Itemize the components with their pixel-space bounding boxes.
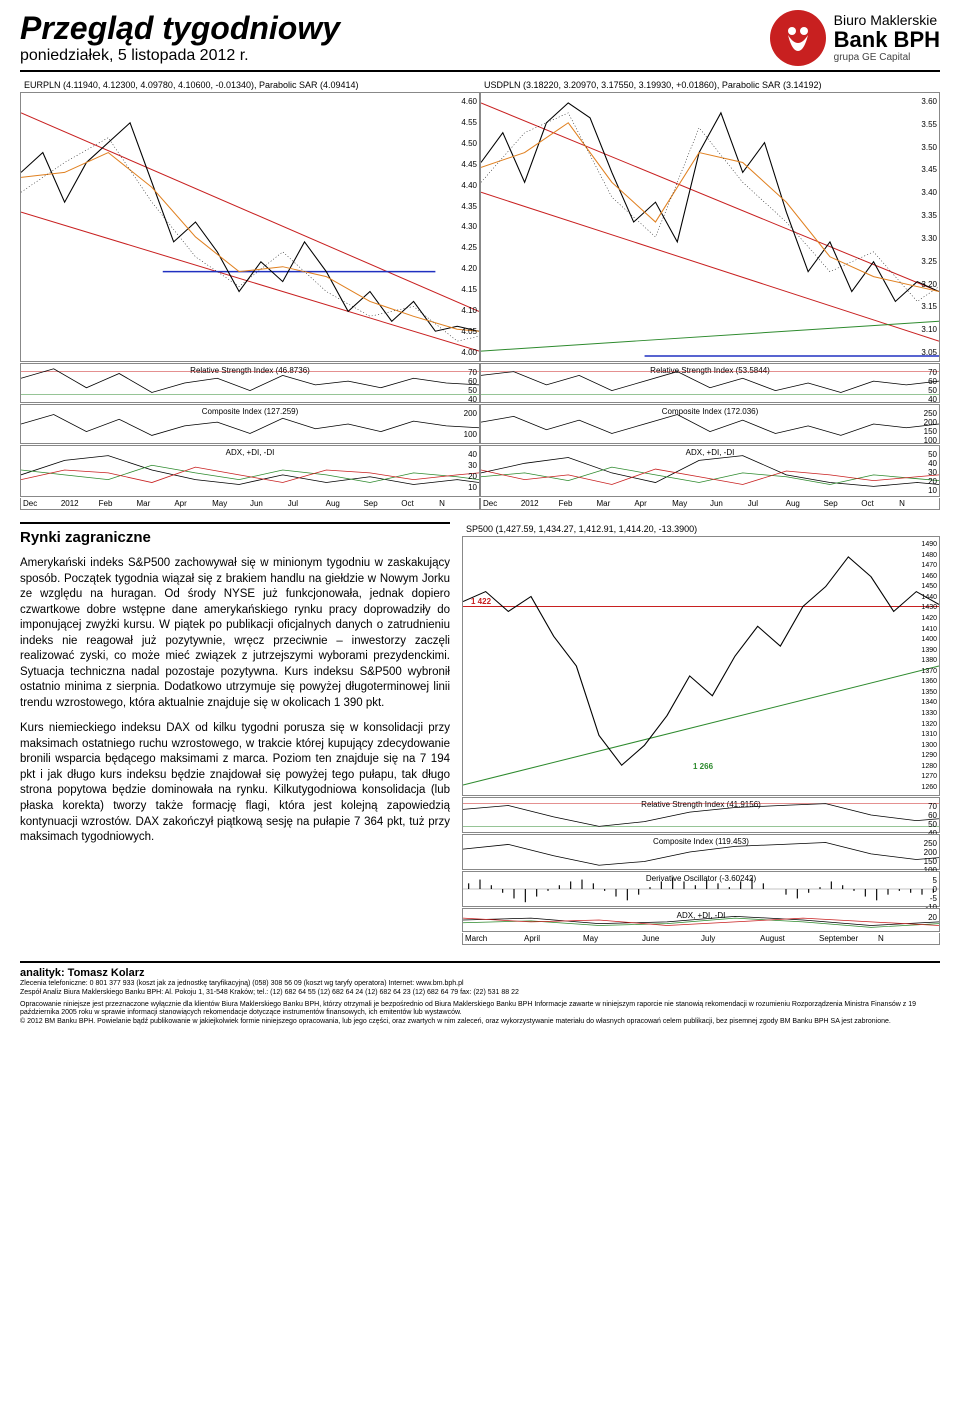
footer-line3: Opracowanie niniejsze jest przeznaczone … [20, 1001, 940, 1018]
sp500-do-chart: Derivative Oscillator (-3.60242) [462, 871, 940, 907]
sp500-price-chart: 1 422 1 266 1490 1480 1470 1460 1450 144… [462, 536, 940, 796]
usdpln-rsi-chart: Relative Strength Index (53.5844) 70 60 … [480, 363, 940, 403]
sp500-yticks: 1490 1480 1470 1460 1450 1440 1430 1420 … [921, 537, 937, 795]
sp500-adx-ticks: 20 [928, 909, 937, 931]
logo-line1: Biuro Maklerskie [834, 13, 940, 28]
page-header: Przegląd tygodniowy poniedziałek, 5 list… [20, 10, 940, 72]
logo-text: Biuro Maklerskie Bank BPH grupa GE Capit… [834, 13, 940, 64]
article-p1: Amerykański indeks S&P500 zachowywał się… [20, 556, 450, 711]
page-title: Przegląd tygodniowy [20, 10, 340, 47]
eurpln-header: EURPLN (4.11940, 4.12300, 4.09780, 4.106… [20, 78, 480, 92]
article-p2: Kurs niemieckiego indeksu DAX od kilku t… [20, 721, 450, 845]
sp500-adx-chart: ADX, +DI, -DI 20 [462, 908, 940, 932]
sp500-rsi-ticks: 70 60 50 40 30 [928, 798, 937, 832]
sp500-header: SP500 (1,427.59, 1,434.27, 1,412.91, 1,4… [462, 522, 940, 536]
sp500-ci-chart: Composite Index (119.453) 250 200 150 10… [462, 834, 940, 870]
logo-bank: Bank BPH [834, 28, 940, 52]
sp500-months: March April May June July August Septemb… [462, 933, 940, 945]
eurpln-yticks: 4.60 4.55 4.50 4.45 4.40 4.35 4.30 4.25 … [461, 93, 477, 361]
logo-icon [770, 10, 826, 66]
usdpln-price-chart: 3.60 3.55 3.50 3.45 3.40 3.35 3.30 3.25 … [480, 92, 940, 362]
footer-line1: Zlecenia telefoniczne: 0 801 377 933 (ko… [20, 980, 940, 988]
usdpln-adx-ticks: 50 40 30 20 10 [928, 446, 937, 496]
usdpln-column: USDPLN (3.18220, 3.20970, 3.17550, 3.199… [480, 78, 940, 510]
eurpln-price-chart: 4.60 4.55 4.50 4.45 4.40 4.35 4.30 4.25 … [20, 92, 480, 362]
sp500-column: SP500 (1,427.59, 1,434.27, 1,412.91, 1,4… [462, 522, 940, 945]
eurpln-months: Dec 2012 Feb Mar Apr May Jun Jul Aug Sep… [20, 498, 480, 510]
footer-line2: Zespół Analiz Biura Maklerskiego Banku B… [20, 989, 940, 997]
sp500-do-ticks: 5 0 -5 -10 [925, 872, 937, 906]
usdpln-months: Dec 2012 Feb Mar Apr May Jun Jul Aug Sep… [480, 498, 940, 510]
usdpln-header: USDPLN (3.18220, 3.20970, 3.17550, 3.199… [480, 78, 940, 92]
usdpln-ci-chart: Composite Index (172.036) 250 200 150 10… [480, 404, 940, 444]
sp500-rsi-chart: Relative Strength Index (41.9156) 70 60 … [462, 797, 940, 833]
page-footer: analityk: Tomasz Kolarz Zlecenia telefon… [20, 961, 940, 1026]
top-charts-row: EURPLN (4.11940, 4.12300, 4.09780, 4.106… [20, 78, 940, 510]
logo-sub: grupa GE Capital [834, 52, 940, 63]
usdpln-adx-chart: ADX, +DI, -DI 50 40 30 20 10 [480, 445, 940, 497]
logo-block: Biuro Maklerskie Bank BPH grupa GE Capit… [770, 10, 940, 66]
usdpln-yticks: 3.60 3.55 3.50 3.45 3.40 3.35 3.30 3.25 … [921, 93, 937, 361]
eurpln-ci-chart: Composite Index (127.259) 200 100 [20, 404, 480, 444]
page-subtitle: poniedziałek, 5 listopada 2012 r. [20, 47, 340, 65]
article-heading: Rynki zagraniczne [20, 522, 450, 548]
sp500-annot-1422: 1 422 [471, 597, 491, 606]
eurpln-adx-chart: ADX, +DI, -DI 40 30 20 10 [20, 445, 480, 497]
eurpln-adx-ticks: 40 30 20 10 [468, 446, 477, 496]
usdpln-rsi-ticks: 70 60 50 40 30 [928, 364, 937, 402]
sp500-ci-ticks: 250 200 150 100 [924, 835, 937, 869]
sp500-annot-1266: 1 266 [693, 762, 713, 771]
lower-section: Rynki zagraniczne Amerykański indeks S&P… [20, 522, 940, 945]
article-column: Rynki zagraniczne Amerykański indeks S&P… [20, 522, 450, 945]
header-left: Przegląd tygodniowy poniedziałek, 5 list… [20, 10, 340, 65]
usdpln-ci-ticks: 250 200 150 100 [924, 405, 937, 443]
eurpln-rsi-ticks: 70 60 50 40 30 20 [468, 364, 477, 402]
eurpln-ci-ticks: 200 100 [464, 405, 477, 443]
analyst-name: analityk: Tomasz Kolarz [20, 967, 940, 980]
eurpln-column: EURPLN (4.11940, 4.12300, 4.09780, 4.106… [20, 78, 480, 510]
footer-line4: © 2012 BM Banku BPH. Powielanie bądź pub… [20, 1018, 940, 1026]
eurpln-rsi-chart: Relative Strength Index (46.8736) 70 60 … [20, 363, 480, 403]
